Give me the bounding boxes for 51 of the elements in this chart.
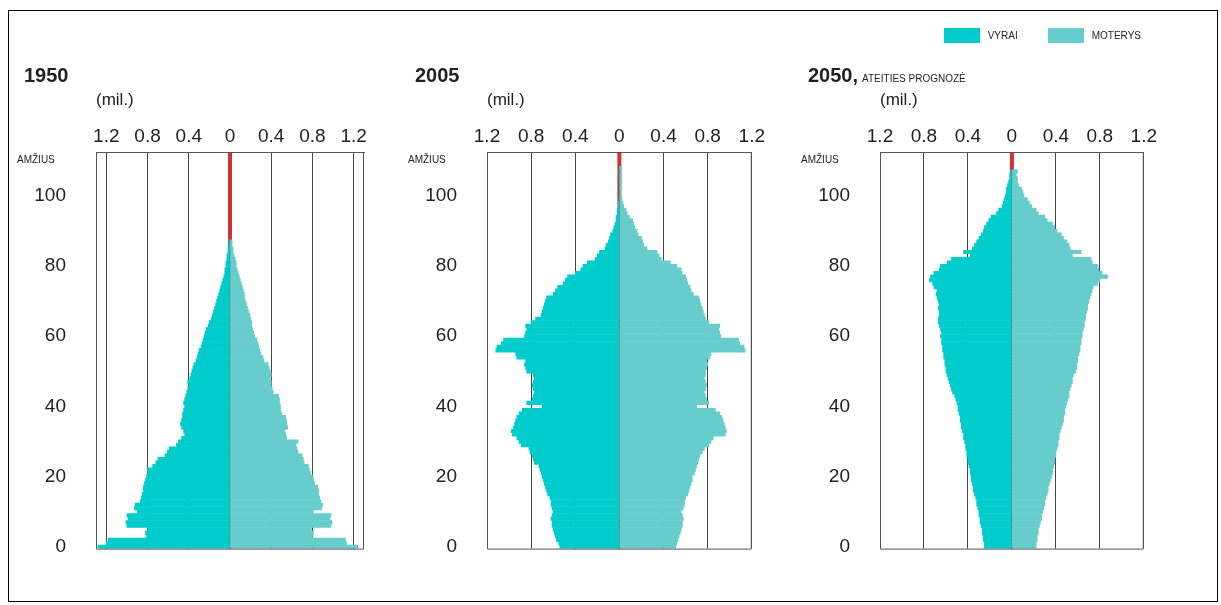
x-axis-title: (mil.) [96, 89, 134, 109]
x-tick-label: 0.8 [910, 124, 938, 146]
y-axis-title: AMŽIUS [17, 152, 56, 165]
x-tick-label: 0.8 [134, 124, 161, 146]
x-tick-label: 0.8 [694, 124, 721, 146]
x-tick-label: 0.8 [1086, 124, 1114, 146]
y-tick-label: 20 [44, 464, 66, 486]
x-axis-title: (mil.) [487, 89, 525, 109]
chart-title: 2005 [415, 64, 460, 87]
x-tick-label: 0.8 [299, 124, 326, 146]
x-tick-label: 1.2 [473, 124, 501, 146]
y-axis-title: AMŽIUS [801, 152, 840, 165]
y-tick-label: 100 [818, 184, 850, 206]
y-tick-label: 40 [44, 394, 66, 416]
y-tick-label: 80 [828, 254, 850, 276]
y-tick-label: 0 [446, 535, 457, 557]
legend-label: MOTERYS [1091, 30, 1141, 41]
x-tick-label: 1.2 [738, 124, 765, 146]
x-tick-label: 1.2 [1130, 124, 1157, 146]
x-tick-label: 0.4 [258, 124, 285, 146]
y-axis-title: AMŽIUS [408, 152, 447, 165]
y-tick-label: 20 [435, 464, 457, 486]
y-tick-label: 100 [425, 184, 457, 206]
x-tick-label: 0.4 [650, 124, 678, 146]
legend-label: VYRAI [987, 30, 1018, 41]
y-tick-label: 60 [828, 324, 850, 346]
x-tick-label: 0 [224, 124, 236, 146]
x-tick-label: 0 [1006, 124, 1018, 146]
x-axis-title: (mil.) [880, 89, 918, 109]
y-tick-label: 60 [435, 324, 457, 346]
x-tick-label: 0 [614, 124, 625, 146]
y-tick-label: 20 [828, 464, 850, 486]
x-tick-label: 0.4 [175, 124, 203, 146]
x-tick-label: 0.4 [562, 124, 589, 146]
y-tick-label: 0 [839, 535, 850, 557]
x-tick-label: 1.2 [866, 124, 894, 146]
y-tick-label: 60 [44, 324, 66, 346]
y-tick-label: 0 [55, 535, 66, 557]
y-tick-label: 40 [435, 394, 457, 416]
x-tick-label: 0.8 [517, 124, 545, 146]
x-tick-label: 0.4 [954, 124, 982, 146]
chart-title: 1950 [24, 64, 69, 87]
chart-subtitle: ATEITIES PROGNOZĖ [862, 73, 966, 84]
x-tick-label: 0.4 [1042, 124, 1070, 146]
y-tick-label: 80 [435, 254, 457, 276]
y-tick-label: 80 [44, 254, 66, 276]
chart-title: 2050, [808, 64, 859, 86]
x-tick-label: 1.2 [93, 124, 120, 146]
y-tick-label: 40 [828, 394, 850, 416]
y-tick-label: 100 [34, 184, 66, 206]
x-tick-label: 1.2 [340, 124, 367, 146]
